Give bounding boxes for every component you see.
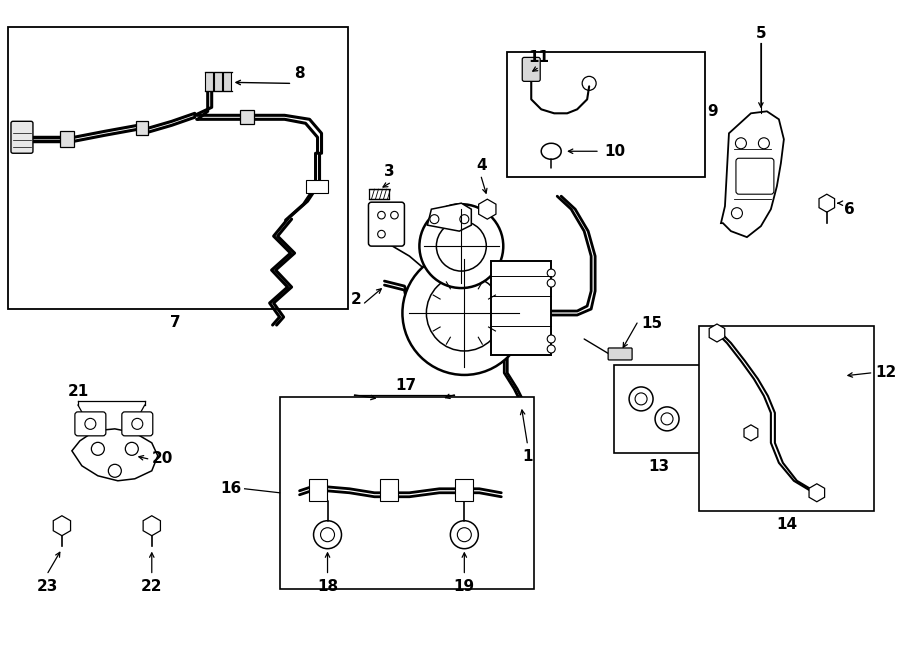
Circle shape [419,204,503,288]
Text: 10: 10 [604,143,626,159]
Circle shape [436,221,486,271]
FancyBboxPatch shape [736,158,774,194]
Polygon shape [744,425,758,441]
Bar [280,397,535,589]
Text: 15: 15 [641,315,662,330]
Bar [381,479,399,501]
Circle shape [320,527,335,542]
Bar [8,28,347,309]
Text: 23: 23 [37,578,58,594]
Bar [204,72,213,91]
Circle shape [427,275,502,351]
Circle shape [457,527,472,542]
Polygon shape [479,199,496,219]
Text: 20: 20 [152,451,173,466]
Circle shape [547,269,555,277]
Polygon shape [72,429,158,481]
Text: 18: 18 [317,578,338,594]
Circle shape [547,335,555,343]
Polygon shape [819,194,834,212]
FancyBboxPatch shape [11,122,33,153]
Bar [614,365,704,453]
Bar [222,72,231,91]
Bar [309,479,327,501]
Bar [455,479,473,501]
Text: 2: 2 [351,292,362,307]
Polygon shape [143,516,160,535]
FancyBboxPatch shape [368,202,404,246]
FancyBboxPatch shape [522,58,540,81]
Text: 6: 6 [844,202,854,217]
Circle shape [460,215,469,223]
Text: 7: 7 [170,315,181,330]
Circle shape [430,215,439,223]
Text: 5: 5 [756,26,766,42]
Text: 4: 4 [476,158,487,173]
FancyBboxPatch shape [608,348,632,360]
Polygon shape [721,111,784,237]
Polygon shape [53,516,70,535]
Circle shape [547,345,555,353]
Bar [213,72,222,91]
Circle shape [402,251,526,375]
Text: 19: 19 [454,578,475,594]
Text: 16: 16 [220,481,242,496]
Text: 1: 1 [522,449,533,464]
Text: 22: 22 [141,578,163,594]
Text: 17: 17 [395,378,416,393]
Polygon shape [709,324,725,342]
Text: 14: 14 [777,517,797,531]
Bar [136,122,148,136]
Text: 3: 3 [384,164,395,179]
Bar [306,180,328,193]
Polygon shape [809,484,824,502]
Bar [508,52,705,177]
Text: 11: 11 [528,50,550,65]
Polygon shape [428,203,472,231]
Text: 8: 8 [294,66,305,81]
Text: 9: 9 [707,104,717,119]
Text: 12: 12 [876,366,897,381]
Bar [239,110,254,124]
Circle shape [547,279,555,287]
FancyBboxPatch shape [75,412,106,436]
FancyBboxPatch shape [122,412,153,436]
Bar [370,189,390,199]
Bar [60,132,74,147]
Text: 21: 21 [68,384,88,399]
Bar [699,326,874,511]
Text: 13: 13 [649,459,670,474]
Polygon shape [491,261,551,355]
